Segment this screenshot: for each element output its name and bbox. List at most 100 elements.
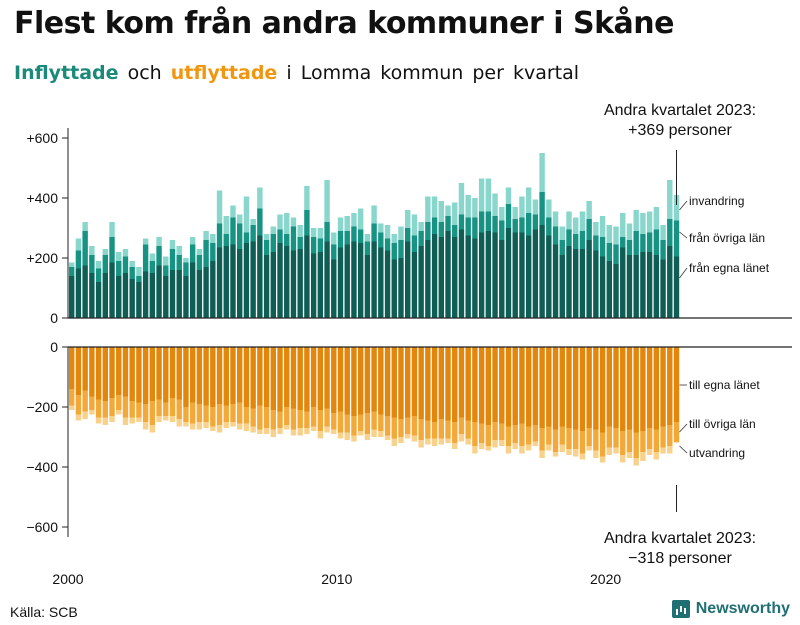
bar-out-ovriga (465, 420, 471, 439)
bar-in-invandring (472, 198, 478, 218)
bar-in-invandring (620, 213, 626, 237)
bar-out-egna (472, 347, 478, 422)
bar-in-egna (431, 234, 438, 318)
bar-in-invandring (357, 208, 364, 230)
bar-in-ovriga (136, 276, 142, 282)
bar-out-ovriga (364, 413, 371, 434)
bar-out-ovriga (344, 414, 350, 433)
bar-out-utvandring (512, 443, 518, 449)
bar-in-invandring (331, 232, 337, 245)
bar-out-egna (351, 347, 357, 416)
bar-in-egna (331, 259, 337, 318)
bar-out-utvandring (653, 452, 660, 460)
newsworthy-logo[interactable]: Newsworthy (671, 600, 790, 618)
bar-in-ovriga (183, 262, 189, 276)
bar-out-egna (364, 347, 371, 413)
bar-in-egna (69, 276, 75, 318)
bar-out-utvandring (250, 426, 256, 433)
bar-out-utvandring (237, 423, 243, 430)
bar-out-ovriga (586, 428, 592, 446)
bar-out-ovriga (384, 416, 391, 436)
bar-in-egna (418, 246, 424, 318)
bar-out-egna (156, 347, 162, 400)
bar-in-invandring (270, 226, 276, 234)
bar-in-invandring (552, 211, 559, 227)
bar-out-egna (223, 347, 229, 406)
bar-out-ovriga (270, 410, 276, 430)
bar-out-utvandring (599, 456, 606, 463)
bar-out-ovriga (216, 404, 223, 425)
bar-in-egna (391, 259, 397, 318)
bar-in-invandring (667, 180, 673, 219)
bar-in-ovriga (431, 217, 438, 234)
bar-out-ovriga (243, 407, 250, 424)
bar-out-utvandring (371, 429, 377, 437)
bar-out-utvandring (223, 422, 229, 428)
bar-in-ovriga (552, 226, 559, 245)
subtitle-rest: i Lomma kommun per kvartal (286, 62, 580, 84)
bar-in-invandring (210, 234, 216, 243)
bar-in-ovriga (445, 216, 451, 231)
bar-in-egna (337, 247, 344, 318)
bar-out-egna (257, 347, 263, 406)
bar-out-utvandring (176, 419, 182, 427)
bar-out-egna (606, 347, 612, 427)
bar-in-egna (183, 276, 189, 318)
bar-in-invandring (223, 216, 229, 234)
bar-in-egna (465, 235, 471, 318)
bar-in-invandring (673, 195, 680, 221)
bar-out-utvandring (243, 423, 250, 431)
bar-out-ovriga (277, 411, 283, 428)
bar-in-egna (149, 273, 156, 318)
bar-in-egna (257, 235, 263, 318)
bar-in-invandring (75, 238, 82, 251)
bar-in-ovriga (263, 240, 270, 255)
annotation-in-line2: +369 personer (628, 122, 732, 139)
bar-in-invandring (82, 222, 88, 231)
bar-out-utvandring (586, 446, 592, 451)
bar-out-utvandring (69, 405, 75, 410)
bar-in-ovriga (324, 222, 330, 242)
bar-out-egna (505, 347, 512, 427)
bar-out-egna (277, 347, 283, 412)
bar-in-invandring (69, 262, 75, 267)
bar-out-egna (559, 347, 565, 427)
bar-out-egna (250, 347, 256, 409)
bar-out-egna (620, 347, 626, 431)
annotation-in-line1: Andra kvartalet 2023: (604, 102, 756, 119)
bar-in-invandring (391, 234, 397, 243)
bar-out-ovriga (263, 407, 270, 428)
bar-in-egna (519, 232, 525, 318)
bar-out-utvandring (109, 416, 115, 422)
bar-in-egna (95, 282, 102, 318)
bar-out-egna (485, 347, 492, 425)
bar-out-ovriga (532, 425, 539, 442)
bar-out-utvandring (364, 434, 371, 440)
bar-out-utvandring (626, 452, 633, 458)
bar-out-egna (667, 347, 673, 425)
bar-out-utvandring (646, 449, 653, 455)
bar-out-ovriga (324, 408, 330, 427)
bar-in-invandring (237, 214, 243, 224)
bar-out-ovriga (418, 419, 424, 440)
bar-out-ovriga (149, 401, 156, 425)
bar-out-egna (169, 347, 176, 398)
bar-out-egna (210, 347, 216, 407)
bar-out-ovriga (297, 410, 303, 428)
bar-out-ovriga (237, 402, 243, 424)
bar-out-utvandring (620, 455, 626, 463)
bar-in-invandring (378, 223, 384, 233)
bar-in-egna (485, 231, 492, 318)
bar-in-egna (660, 259, 666, 318)
bar-out-egna (344, 347, 350, 415)
bar-out-utvandring (391, 438, 397, 446)
bar-in-ovriga (223, 234, 229, 246)
bar-out-utvandring (136, 417, 142, 422)
bar-out-utvandring (499, 440, 505, 446)
bar-in-ovriga (163, 265, 169, 276)
bar-out-ovriga (196, 404, 203, 422)
bar-out-ovriga (116, 395, 122, 410)
bar-out-egna (626, 347, 633, 430)
bar-out-egna (196, 347, 203, 404)
